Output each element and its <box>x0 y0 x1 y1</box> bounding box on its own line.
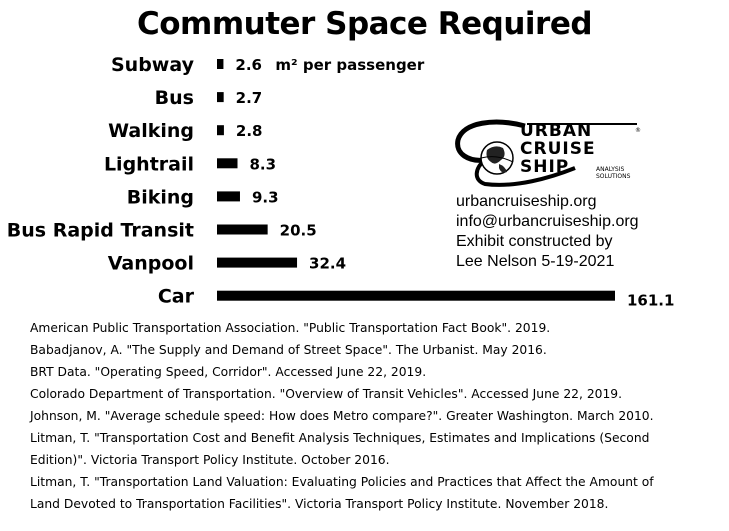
value-label-subway: 2.6 <box>235 56 262 74</box>
value-label-walking: 2.8 <box>236 122 263 140</box>
logo-emblem: ® <box>455 119 641 187</box>
value-label-bus-rapid-transit: 20.5 <box>280 222 317 240</box>
value-label-bus: 2.7 <box>236 89 263 107</box>
reference-line: Litman, T. "Transportation Land Valuatio… <box>30 475 654 489</box>
category-label-bus-rapid-transit: Bus Rapid Transit <box>7 220 194 242</box>
logo-tagline-1: ANALYSIS <box>596 166 625 173</box>
bar-lightrail <box>217 158 238 169</box>
category-label-walking: Walking <box>108 120 194 142</box>
logo-line-2: CRUISE <box>520 139 596 159</box>
logo-tagline-2: SOLUTIONS <box>596 173 631 180</box>
credit-line: Exhibit constructed by <box>456 233 613 250</box>
svg-text:®: ® <box>635 127 641 134</box>
reference-line: Edition)". Victoria Transport Policy Ins… <box>30 453 390 467</box>
category-label-lightrail: Lightrail <box>104 153 194 175</box>
reference-line: Babadjanov, A. "The Supply and Demand of… <box>30 343 547 357</box>
website-link[interactable]: urbancruiseship.org <box>456 193 597 210</box>
reference-line: BRT Data. "Operating Speed, Corridor". A… <box>30 365 427 379</box>
logo-line-3: SHIP <box>520 157 570 177</box>
chart-title: Commuter Space Required <box>136 6 593 42</box>
email-link[interactable]: info@urbancruiseship.org <box>456 213 639 230</box>
value-label-vanpool: 32.4 <box>309 255 346 273</box>
category-label-subway: Subway <box>111 54 195 76</box>
logo-line-1: URBAN <box>520 121 593 141</box>
bar-subway <box>217 59 224 69</box>
value-label-biking: 9.3 <box>252 188 279 206</box>
contact-block: urbancruiseship.org info@urbancruiseship… <box>456 192 639 272</box>
reference-line: American Public Transportation Associati… <box>30 321 551 335</box>
bar-bus-rapid-transit <box>217 224 268 235</box>
reference-line: Johnson, M. "Average schedule speed: How… <box>30 409 654 423</box>
reference-line: Land Devoted to Transportation Facilitie… <box>30 497 609 511</box>
bar-walking <box>217 125 224 136</box>
logo-wordmark: URBAN CRUISE SHIP <box>520 122 596 176</box>
category-label-bus: Bus <box>155 87 194 109</box>
bar-chart: Subway 2.6 m² per passenger Bus 2.7 Walking 2.… <box>7 54 675 310</box>
value-label-lightrail: 8.3 <box>250 155 277 173</box>
author-date: Lee Nelson 5-19-2021 <box>456 253 615 270</box>
bar-biking <box>217 191 240 202</box>
bar-car <box>217 290 615 301</box>
category-label-car: Car <box>158 286 195 308</box>
unit-annotation: m² per passenger <box>275 56 424 74</box>
logo-tagline: ANALYSIS SOLUTIONS <box>596 166 630 180</box>
value-label-car: 161.1 <box>627 292 674 310</box>
references: American Public Transportation Associati… <box>30 317 720 515</box>
reference-line: Colorado Department of Transportation. "… <box>30 387 623 401</box>
reference-line: Litman, T. "Transportation Cost and Bene… <box>30 431 650 445</box>
category-label-vanpool: Vanpool <box>108 253 194 275</box>
category-label-biking: Biking <box>127 186 194 208</box>
bar-vanpool <box>217 257 298 268</box>
bar-bus <box>217 92 224 103</box>
